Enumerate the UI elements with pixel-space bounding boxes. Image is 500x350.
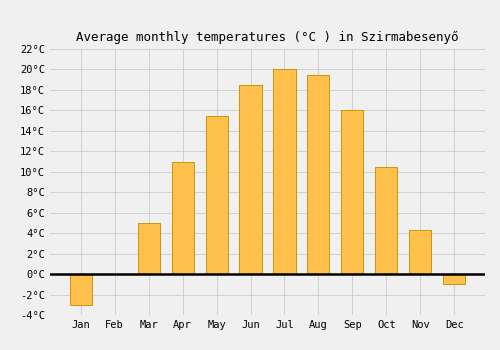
Bar (409, 230, 432, 274)
Bar (70, 274, 92, 305)
Bar (138, 223, 160, 274)
Bar (240, 85, 262, 274)
Bar (342, 110, 363, 274)
Bar (308, 75, 330, 274)
Bar (206, 116, 228, 274)
Bar (443, 274, 465, 284)
Title: Average monthly temperatures (°C ) in Szirmabesenyő: Average monthly temperatures (°C ) in Sz… (76, 30, 459, 44)
Bar (274, 69, 295, 274)
Bar (172, 162, 194, 274)
Bar (376, 167, 398, 274)
